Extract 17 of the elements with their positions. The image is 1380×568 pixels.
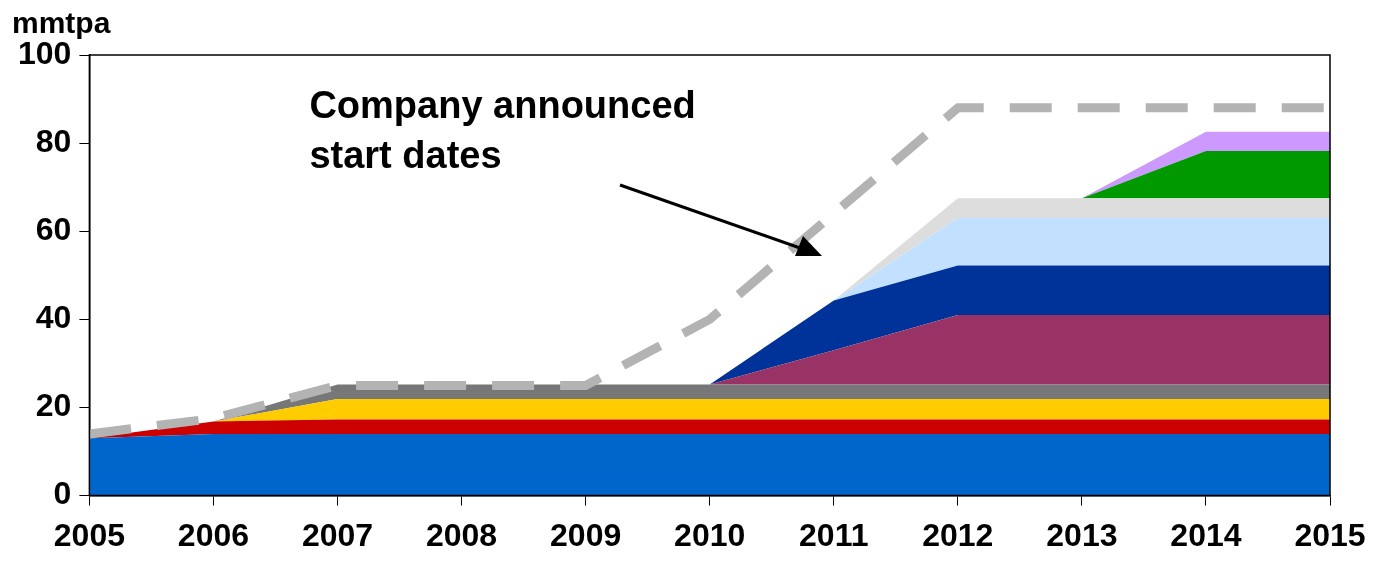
x-tick-label: 2009 [550,516,622,553]
y-tick-label: 0 [53,475,72,512]
x-tick-label: 2011 [799,516,869,553]
y-tick-label: 60 [35,211,72,248]
x-tick-label: 2010 [674,516,746,553]
x-tick-label: 2008 [425,516,498,553]
x-tick-label: 2014 [1170,516,1242,553]
x-tick-label: 2015 [1294,516,1366,553]
annotation: Company announced start dates [309,84,696,177]
x-tick-label: 2006 [177,516,250,553]
y-tick-label: 20 [35,387,72,424]
y-tick-label: 40 [35,299,72,336]
x-tick-label: 2005 [53,516,125,553]
x-tick-label: 2007 [301,516,374,553]
x-tick-label: 2012 [922,516,994,553]
y-tick-label: 80 [35,122,72,159]
x-tick-label: 2013 [1046,516,1118,553]
